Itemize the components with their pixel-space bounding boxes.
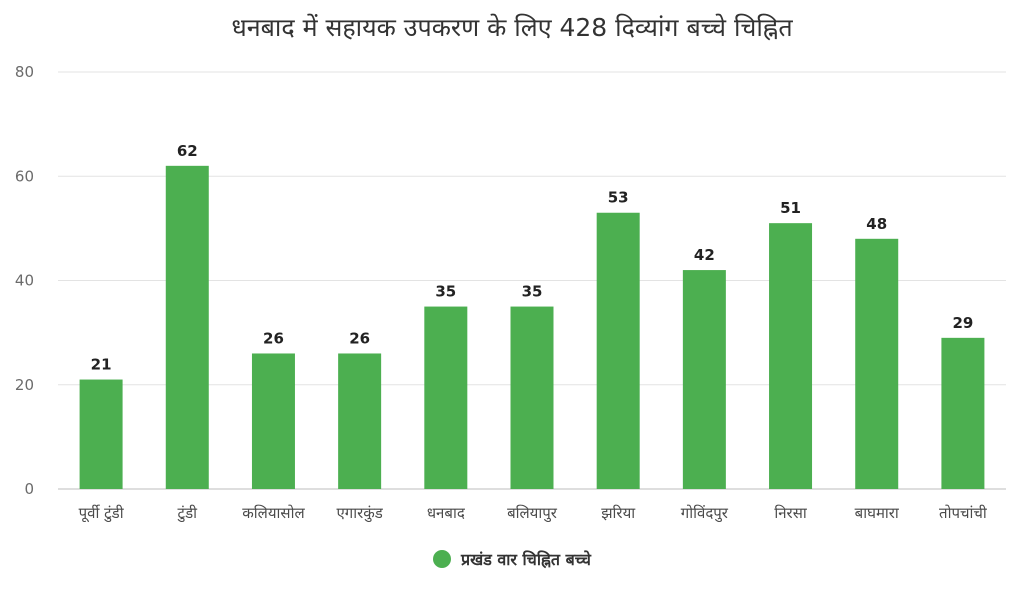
data-label: 26 xyxy=(349,329,370,347)
data-label: 35 xyxy=(522,283,543,301)
data-label: 53 xyxy=(608,189,629,207)
y-tick-label: 20 xyxy=(15,376,34,394)
chart-title: धनबाद में सहायक उपकरण के लिए 428 दिव्यां… xyxy=(231,13,793,42)
y-tick-label: 80 xyxy=(15,63,34,81)
data-label: 48 xyxy=(866,215,887,233)
data-label: 62 xyxy=(177,142,198,160)
bar-chart: 0 20 40 60 80 21 पूर्वी टुंडी 62 टुंडी 26 कलियासोल… xyxy=(15,63,1006,523)
x-tick-label: झरिया xyxy=(601,504,636,522)
x-tick-label: पूर्वी टुंडी xyxy=(79,504,125,523)
bar[interactable] xyxy=(79,379,123,489)
data-label: 29 xyxy=(952,314,973,332)
bar[interactable] xyxy=(424,306,468,489)
bar[interactable] xyxy=(596,212,640,490)
x-tick-label: तोपचांची xyxy=(939,504,988,522)
data-label: 35 xyxy=(435,283,456,301)
y-tick-label: 0 xyxy=(24,480,34,498)
bar[interactable] xyxy=(855,238,899,489)
x-tick-label: बाघमारा xyxy=(855,504,900,522)
data-label: 42 xyxy=(694,246,715,264)
x-tick-label: टुंडी xyxy=(177,504,198,523)
x-tick-label: धनबाद xyxy=(427,504,466,522)
x-tick-label: गोविंदपुर xyxy=(681,504,729,523)
bar[interactable] xyxy=(251,353,295,489)
y-tick-label: 40 xyxy=(15,272,34,290)
x-tick-label: निरसा xyxy=(774,504,807,522)
bar[interactable] xyxy=(165,165,209,489)
bar[interactable] xyxy=(682,270,726,489)
bar[interactable] xyxy=(769,223,813,489)
legend[interactable]: प्रखंड वार चिह्नित बच्चे xyxy=(0,548,1024,570)
bar[interactable] xyxy=(941,337,985,489)
x-tick-label: कलियासोल xyxy=(242,504,305,522)
x-tick-label: एगारकुंड xyxy=(336,504,383,523)
data-label: 51 xyxy=(780,199,801,217)
x-tick-label: बलियापुर xyxy=(507,504,558,523)
data-label: 21 xyxy=(91,356,112,374)
legend-label: प्रखंड वार चिह्नित बच्चे xyxy=(461,550,591,569)
bar[interactable] xyxy=(338,353,382,489)
bar[interactable] xyxy=(510,306,554,489)
data-label: 26 xyxy=(263,329,284,347)
legend-swatch xyxy=(433,550,452,568)
y-tick-label: 60 xyxy=(15,167,34,185)
